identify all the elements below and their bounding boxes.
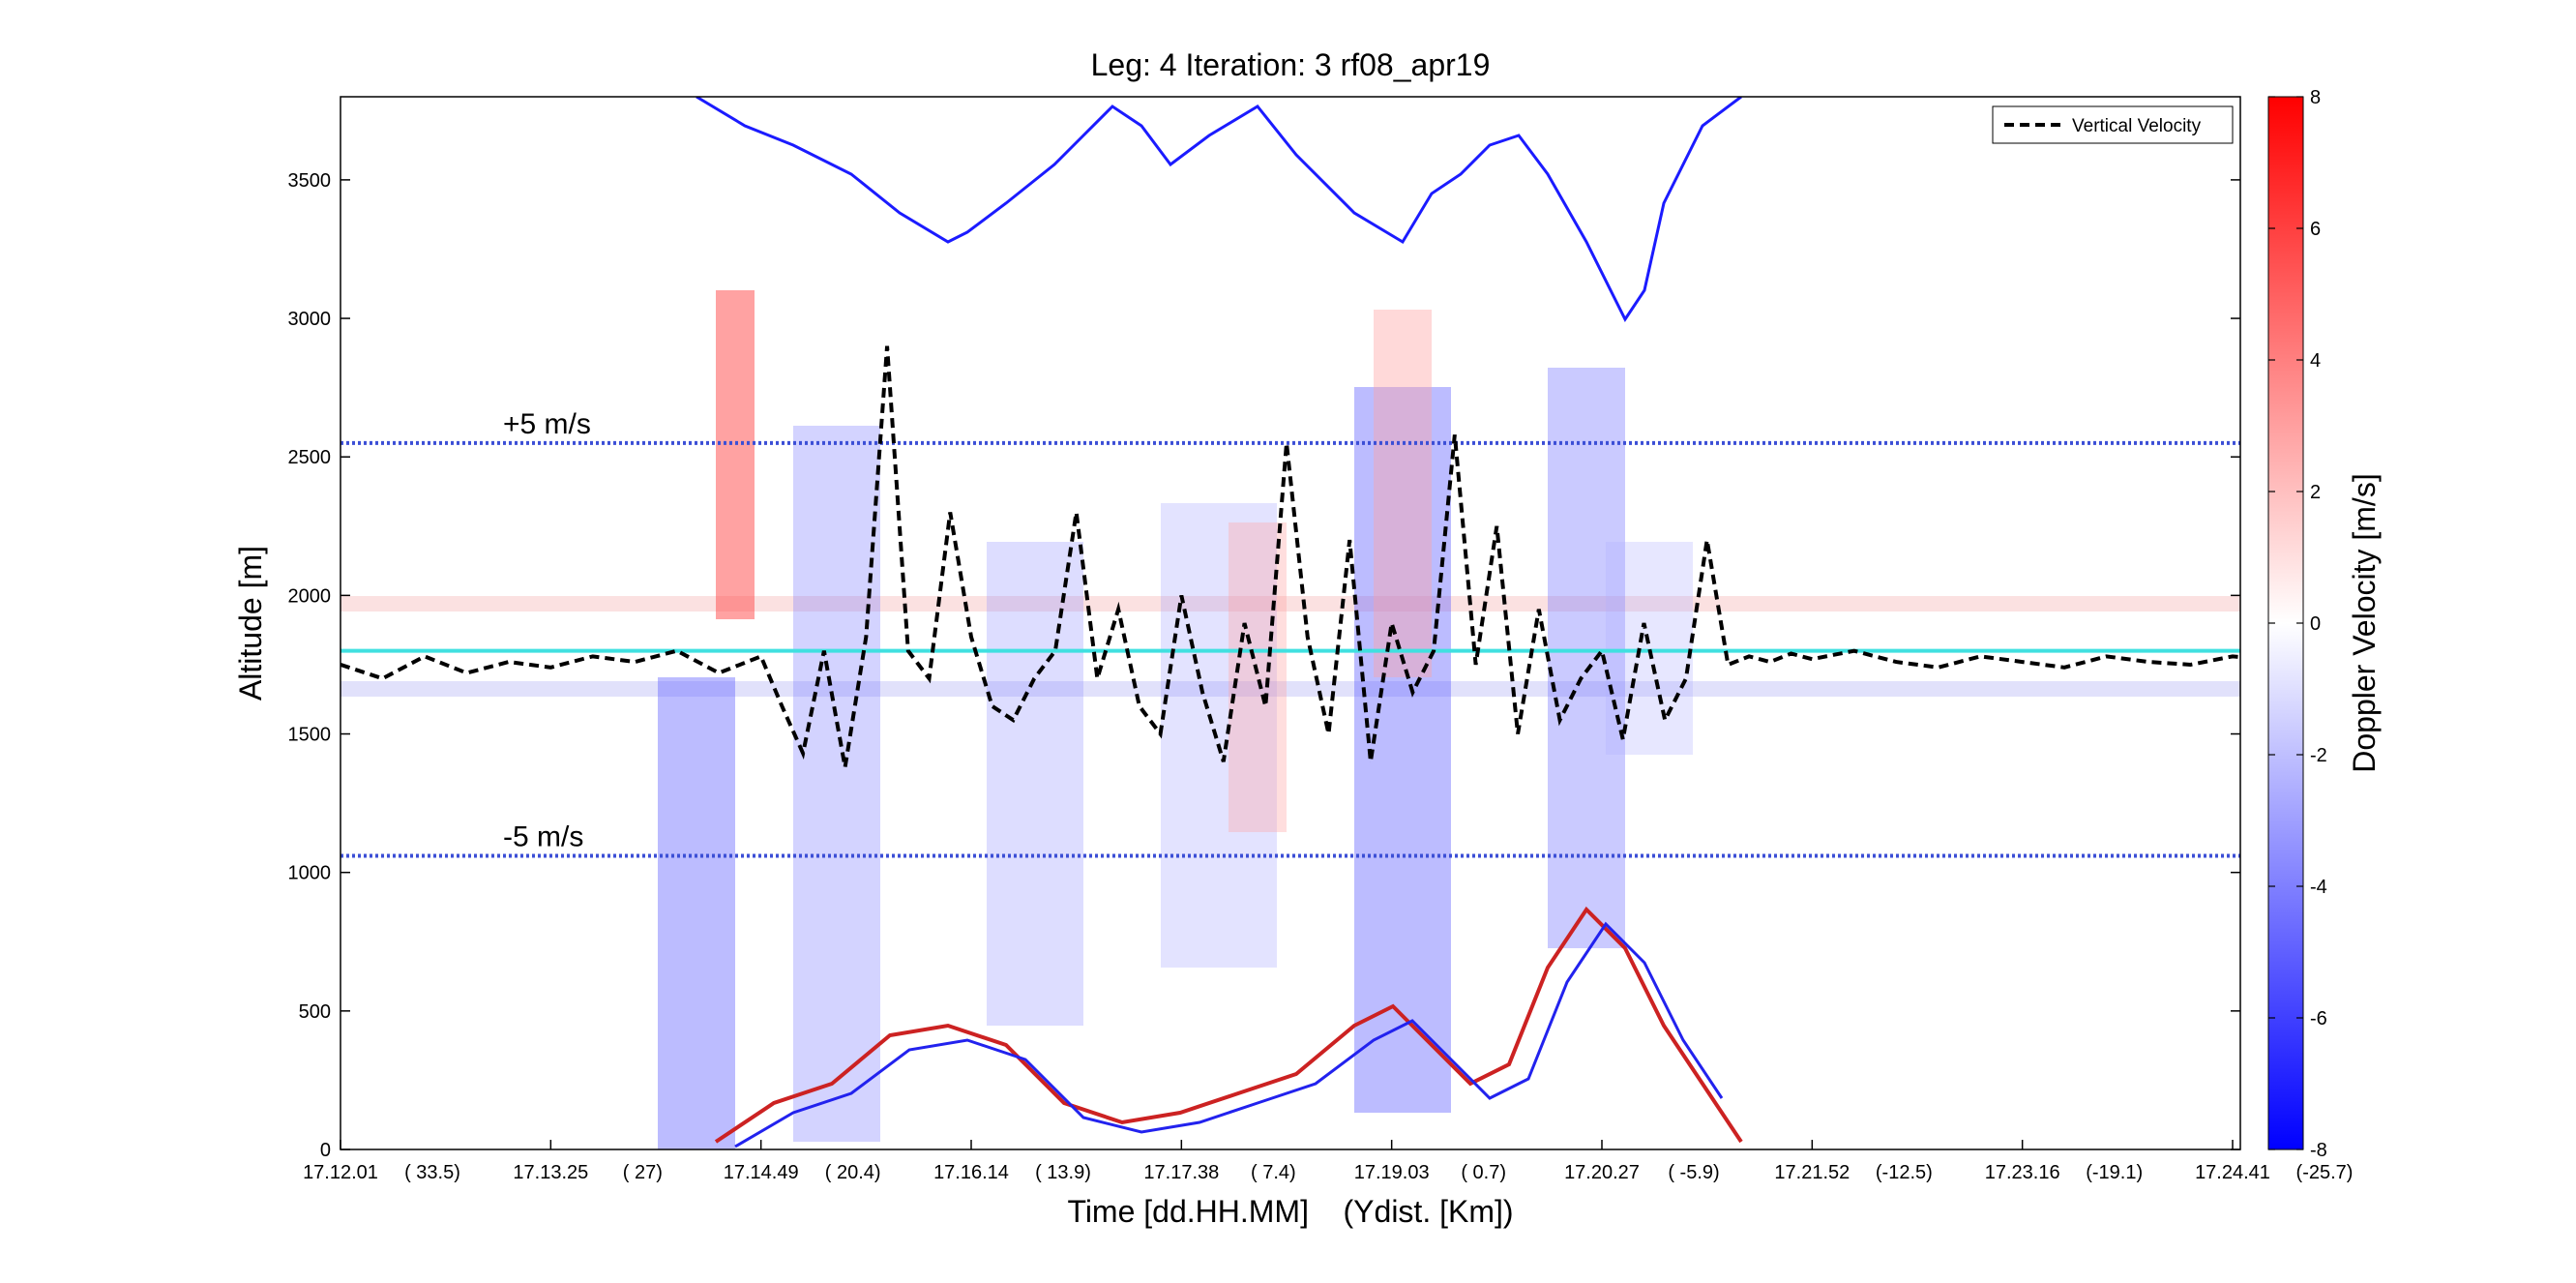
x-tick-label: 17.21.52 [1774, 1162, 1850, 1183]
y-tick-label: 1500 [288, 725, 332, 746]
legend: Vertical Velocity [1992, 105, 2234, 144]
vertical-velocity-series [340, 345, 2296, 768]
colorbar-tick-label: -4 [2310, 877, 2327, 898]
reference-lines: +5 m/s -5 m/s [341, 408, 2240, 858]
colorbar-tick-label: -6 [2310, 1008, 2327, 1029]
x-tick-distance: (-25.7) [2296, 1162, 2354, 1183]
colorbar-tick-label: 2 [2310, 482, 2321, 503]
x-tick-distance: ( -5.9) [1668, 1162, 1719, 1183]
legend-box [1992, 105, 2234, 144]
y-tick-label: 3000 [288, 309, 332, 330]
x-tick-label: 17.12.01 [303, 1162, 378, 1183]
y-tick-label: 3500 [288, 170, 332, 192]
colorbar-tick-label: 6 [2310, 219, 2321, 240]
colorbar-tick-label: 0 [2310, 613, 2321, 635]
x-tick-label: 17.19.03 [1354, 1162, 1430, 1183]
x-tick-distance: (-12.5) [1876, 1162, 1933, 1183]
y-tick-label: 500 [299, 1001, 331, 1023]
colorbar-tick-label: 8 [2310, 87, 2321, 108]
x-tick-label: 17.20.27 [1564, 1162, 1640, 1183]
reference-line-label: +5 m/s [503, 408, 591, 440]
x-axis-label: Time [dd.HH.MM] (Ydist. [Km]) [1067, 1194, 1513, 1229]
vertical-velocity-line [341, 345, 2240, 768]
x-tick-distance: ( 20.4) [825, 1162, 881, 1183]
colorbar-ticks: 8 6 4 2 0 -2 -4 -6 -8 [2268, 87, 2327, 1161]
x-tick-label: 17.14.49 [724, 1162, 799, 1183]
y-tick-label: 0 [320, 1140, 331, 1161]
x-tick-distance: ( 33.5) [404, 1162, 460, 1183]
y-axis-label: Altitude [m] [233, 546, 268, 701]
y-tick-label: 2500 [288, 447, 332, 468]
colorbar-tick-label: -8 [2310, 1140, 2327, 1161]
x-tick-label: 17.13.25 [513, 1162, 588, 1183]
x-tick-label: 17.23.16 [1985, 1162, 2060, 1183]
colorbar-tick-label: 4 [2310, 350, 2321, 372]
reference-line-label: -5 m/s [503, 821, 583, 853]
colorbar-tick-label: -2 [2310, 745, 2327, 766]
x-tick-label: 17.17.38 [1143, 1162, 1219, 1183]
x-tick-distance: ( 27) [623, 1162, 663, 1183]
y-tick-label: 2000 [288, 585, 332, 607]
plot-frame [340, 96, 2241, 1150]
x-axis-ticks: 17.12.01 ( 33.5) 17.13.25 ( 27) 17.14.49 ( 20… [303, 1140, 2353, 1183]
doppler-heatmap [341, 97, 2240, 1149]
x-tick-label: 17.24.41 [2195, 1162, 2270, 1183]
x-tick-distance: (-19.1) [2086, 1162, 2143, 1183]
x-tick-distance: ( 0.7) [1461, 1162, 1506, 1183]
x-tick-distance: ( 7.4) [1251, 1162, 1296, 1183]
legend-entry: Vertical Velocity [2072, 116, 2202, 136]
chart-title: Leg: 4 Iteration: 3 rf08_apr19 [1091, 47, 1491, 82]
y-axis-ticks: 0 500 1000 1500 2000 2500 3000 3500 [288, 170, 2240, 1161]
x-tick-distance: ( 13.9) [1035, 1162, 1091, 1183]
x-tick-label: 17.16.14 [933, 1162, 1009, 1183]
y-tick-label: 1000 [288, 863, 332, 884]
colorbar-label: Doppler Velocity [m/s] [2347, 473, 2382, 772]
